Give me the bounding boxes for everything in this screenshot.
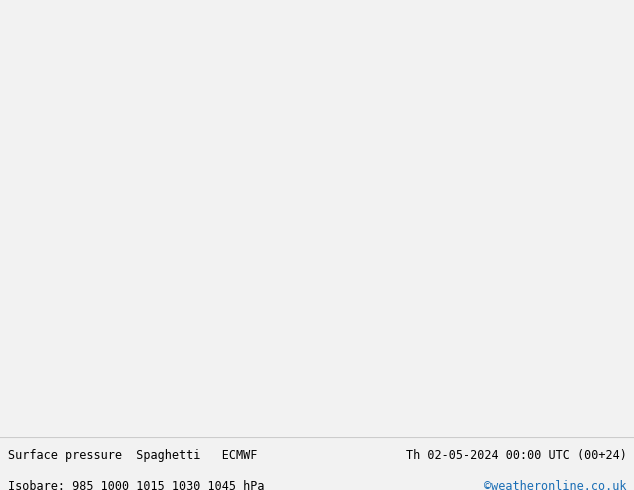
Text: ©weatheronline.co.uk: ©weatheronline.co.uk [484, 481, 626, 490]
Text: Isobare: 985 1000 1015 1030 1045 hPa: Isobare: 985 1000 1015 1030 1045 hPa [8, 481, 264, 490]
Text: Surface pressure  Spaghetti   ECMWF: Surface pressure Spaghetti ECMWF [8, 449, 257, 462]
Text: Th 02-05-2024 00:00 UTC (00+24): Th 02-05-2024 00:00 UTC (00+24) [406, 449, 626, 462]
